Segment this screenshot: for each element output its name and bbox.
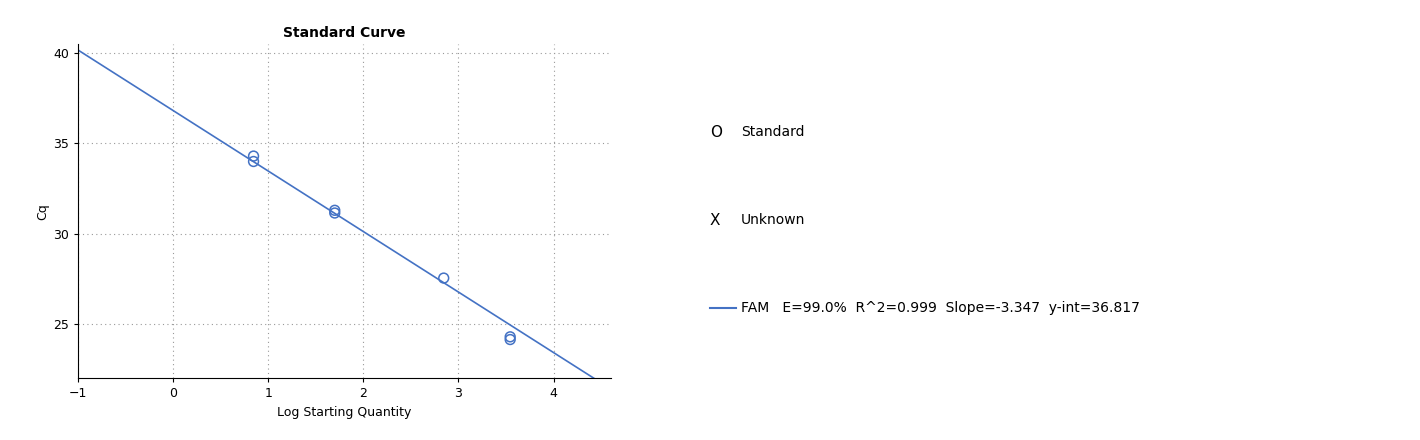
Point <box>324 209 346 216</box>
Point <box>243 158 266 165</box>
Title: Standard Curve: Standard Curve <box>283 26 406 40</box>
Point <box>324 207 346 214</box>
X-axis label: Log Starting Quantity: Log Starting Quantity <box>277 406 412 419</box>
Point <box>243 153 266 160</box>
Point <box>432 275 454 282</box>
Y-axis label: Cq: Cq <box>36 203 50 220</box>
Text: O: O <box>710 125 721 139</box>
Point <box>498 336 521 343</box>
Text: FAM   E=99.0%  R^2=0.999  Slope=-3.347  y-int=36.817: FAM E=99.0% R^2=0.999 Slope=-3.347 y-int… <box>741 301 1140 315</box>
Point <box>498 334 521 341</box>
Text: Unknown: Unknown <box>741 213 805 227</box>
Text: Standard: Standard <box>741 125 805 139</box>
Text: X: X <box>710 213 720 227</box>
